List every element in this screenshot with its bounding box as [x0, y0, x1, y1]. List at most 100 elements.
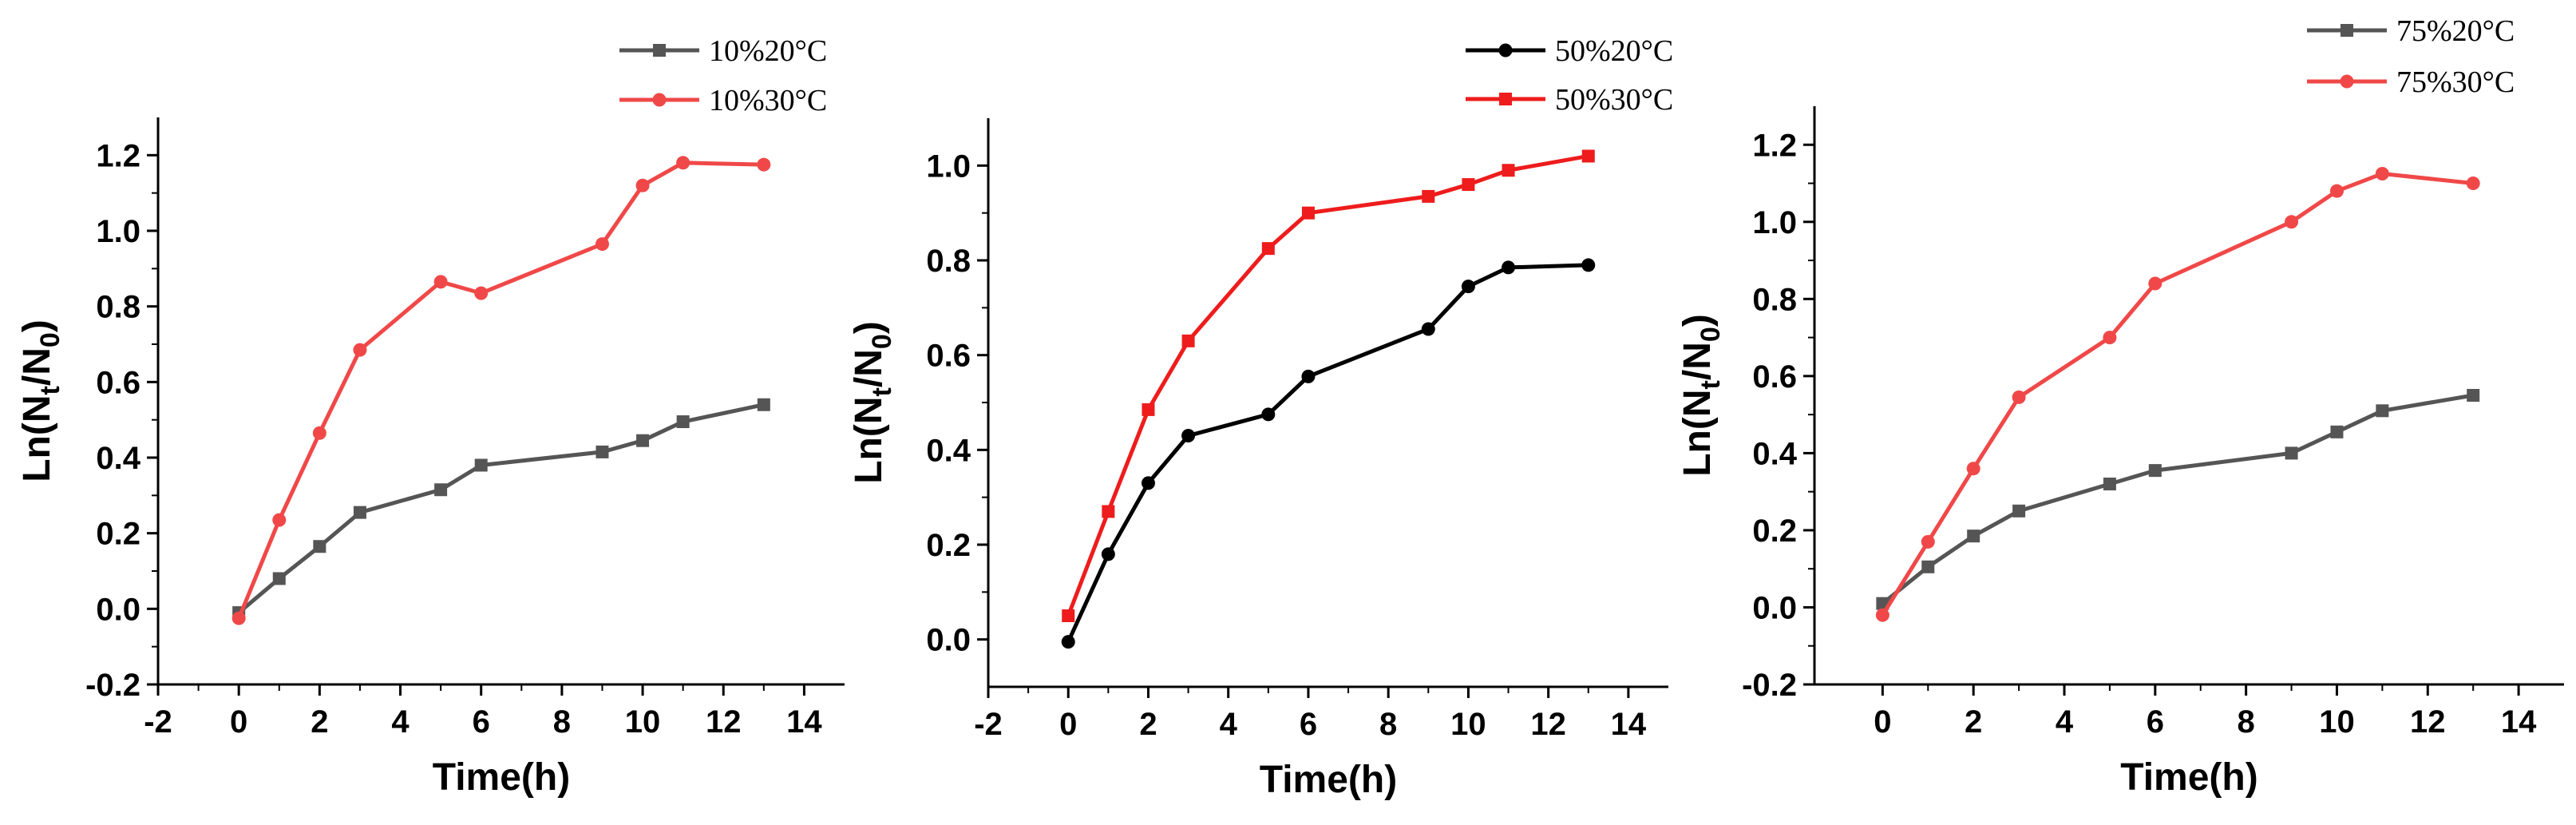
data-point: [1921, 560, 1935, 573]
data-point: [595, 237, 609, 252]
y-tick-label: 1.0: [96, 214, 140, 249]
x-tick-label: 6: [2147, 704, 2164, 740]
data-point: [2148, 276, 2162, 291]
data-point: [1581, 258, 1596, 272]
series-line-2: [1066, 154, 1589, 617]
series-line-1: [1881, 393, 2474, 605]
data-point: [1462, 178, 1475, 192]
x-tick-label: 2: [1965, 704, 1982, 740]
data-point: [353, 506, 366, 519]
x-tick-label: 2: [1139, 707, 1157, 742]
x-tick-label: 12: [2410, 704, 2446, 740]
data-point: [2376, 404, 2389, 418]
x-tick-label: 8: [553, 704, 571, 740]
x-tick-label: 12: [1530, 707, 1566, 742]
data-point: [1461, 280, 1475, 294]
x-axis-title: Time(h): [2120, 756, 2257, 799]
x-tick-label: 0: [230, 704, 247, 740]
y-tick-label: 0.6: [1752, 359, 1797, 395]
data-point: [1181, 334, 1195, 347]
data-point: [313, 540, 326, 553]
x-tick-label: 8: [1379, 707, 1397, 742]
data-point: [635, 178, 650, 192]
series-line-2: [236, 161, 764, 620]
legend-label: 10%30°C: [709, 84, 827, 117]
data-point: [1581, 149, 1595, 163]
data-point: [2467, 389, 2480, 402]
x-tick-label: 12: [706, 704, 742, 740]
y-tick-label: 0.0: [1752, 590, 1797, 625]
data-point: [1502, 164, 1515, 177]
data-point: [1301, 369, 1316, 383]
data-point: [596, 445, 609, 458]
y-axis-title: Ln(Nt/N0): [16, 319, 65, 482]
data-point: [2375, 166, 2389, 180]
series-line-1: [237, 403, 765, 614]
data-point: [272, 513, 287, 527]
data-point: [1062, 609, 1075, 622]
chart-panel-2: -2 0 2 4 6 8 10 12 14 0.0 0.2 0.4 0.6 0.8 1.0 Time(h) Ln…: [848, 34, 1673, 801]
data-point: [676, 415, 690, 429]
y-tick-label: 0.2: [926, 528, 971, 563]
legend-marker: [2341, 24, 2353, 37]
data-point: [757, 398, 770, 411]
data-point: [1921, 534, 1935, 549]
data-point: [2285, 215, 2299, 229]
x-tick-label: 2: [311, 704, 328, 740]
data-point: [474, 458, 488, 472]
y-axis-title: Ln(Nt/N0): [1676, 314, 1726, 477]
y-tick-label: 0.2: [96, 517, 140, 552]
data-point: [2103, 478, 2116, 491]
data-point: [1261, 242, 1275, 256]
y-tick-label: 0.0: [96, 592, 140, 627]
data-point: [474, 286, 489, 300]
data-point: [1181, 429, 1196, 443]
x-tick-label: -2: [144, 704, 172, 740]
y-tick-label: 0.0: [926, 623, 971, 658]
data-point: [1421, 322, 1435, 336]
data-point: [1261, 407, 1276, 422]
data-point: [1422, 189, 1435, 203]
x-tick-label: 0: [1874, 704, 1891, 740]
data-point: [2012, 504, 2026, 518]
data-point: [2329, 184, 2344, 198]
legend-label: 10%20°C: [709, 34, 827, 68]
x-tick-label: 0: [1059, 707, 1077, 742]
data-point: [1141, 476, 1155, 490]
y-tick-label: 1.0: [1752, 205, 1797, 240]
data-point: [636, 434, 650, 447]
y-tick-label: 0.6: [926, 339, 971, 374]
data-point: [353, 343, 367, 357]
x-tick-label: 14: [786, 704, 822, 740]
y-tick-label: -0.2: [1742, 668, 1797, 703]
x-tick-label: 14: [2501, 704, 2537, 740]
legend-label: 75%20°C: [2396, 14, 2515, 48]
data-point: [1102, 505, 1115, 518]
legend-label: 50%30°C: [1555, 83, 1673, 117]
data-point: [757, 157, 771, 172]
data-point: [434, 483, 448, 497]
x-tick-label: -2: [974, 707, 1003, 742]
x-axis-title: Time(h): [433, 756, 570, 799]
data-point: [1502, 260, 1516, 275]
legend-marker: [652, 93, 667, 107]
data-point: [2103, 331, 2117, 345]
legend-label: 50%20°C: [1555, 34, 1673, 68]
data-point: [2330, 425, 2344, 438]
x-tick-label: 10: [625, 704, 661, 740]
y-tick-label: 0.8: [96, 290, 140, 325]
y-tick-label: -0.2: [85, 668, 140, 703]
x-tick-label: 8: [2238, 704, 2255, 740]
data-point: [676, 156, 690, 170]
x-tick-label: 14: [1611, 707, 1647, 742]
x-tick-label: 4: [1220, 707, 1238, 742]
chart-panel-3: 0 2 4 6 8 10 12 14 -0.2 0.0 0.2 0.4 0.6 0.8 1.0 1.2 Time…: [1676, 14, 2564, 799]
y-tick-label: 0.6: [96, 365, 140, 400]
data-point: [272, 572, 286, 585]
y-tick-label: 0.2: [1752, 514, 1797, 549]
data-point: [2148, 464, 2162, 478]
x-tick-label: 4: [391, 704, 410, 740]
legend-marker: [653, 44, 666, 57]
y-tick-label: 0.4: [926, 433, 971, 468]
